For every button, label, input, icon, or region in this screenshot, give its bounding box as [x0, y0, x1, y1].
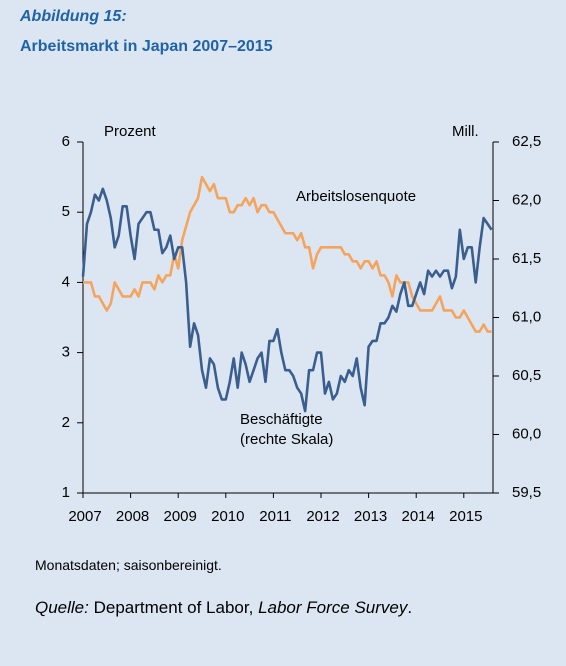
x-tick-label: 2012 — [306, 508, 339, 525]
x-tick-label: 2007 — [68, 508, 101, 525]
x-tick-label: 2013 — [354, 508, 387, 525]
series-label: Beschäftigte — [240, 411, 323, 428]
y2-tick-label: 61,0 — [512, 308, 541, 325]
y2-axis-label: Mill. — [452, 123, 479, 140]
series-line — [81, 187, 493, 413]
source-publisher: Department of Labor, — [93, 598, 254, 617]
y-tick-label: 2 — [62, 414, 70, 431]
y-tick-label: 1 — [62, 484, 70, 501]
y-axis-label: Prozent — [104, 123, 157, 140]
annotation: (rechte Skala) — [240, 431, 333, 448]
y2-tick-label: 61,5 — [512, 250, 541, 267]
source: Quelle: Department of Labor, Labor Force… — [35, 598, 412, 618]
source-label: Quelle: — [35, 598, 89, 617]
y2-tick-label: 60,0 — [512, 425, 541, 442]
y-tick-label: 4 — [62, 273, 70, 290]
x-tick-label: 2009 — [164, 508, 197, 525]
chart: Abbildung 15: Arbeitsmarkt in Japan 2007… — [19, 8, 541, 525]
y2-tick-label: 62,0 — [512, 191, 541, 208]
y2-tick-label: 60,5 — [512, 367, 541, 384]
y-tick-label: 3 — [62, 344, 70, 361]
y-tick-label: 6 — [62, 133, 70, 150]
series-label: Arbeitslosenquote — [296, 188, 416, 205]
y2-tick-label: 59,5 — [512, 484, 541, 501]
series-line — [83, 175, 492, 333]
source-publication: Labor Force Survey — [258, 598, 408, 617]
x-tick-label: 2015 — [449, 508, 482, 525]
x-tick-label: 2011 — [259, 508, 291, 525]
chart-title: Abbildung 15: — [19, 8, 127, 25]
note: Monatsdaten; saisonbereinigt. — [35, 557, 222, 573]
x-tick-label: 2014 — [402, 508, 435, 525]
x-tick-label: 2010 — [211, 508, 244, 525]
y2-tick-label: 62,5 — [512, 133, 541, 150]
chart-subtitle: Arbeitsmarkt in Japan 2007–2015 — [20, 38, 273, 55]
source-end: . — [407, 598, 413, 617]
y-tick-label: 5 — [62, 203, 70, 220]
x-tick-label: 2008 — [116, 508, 149, 525]
